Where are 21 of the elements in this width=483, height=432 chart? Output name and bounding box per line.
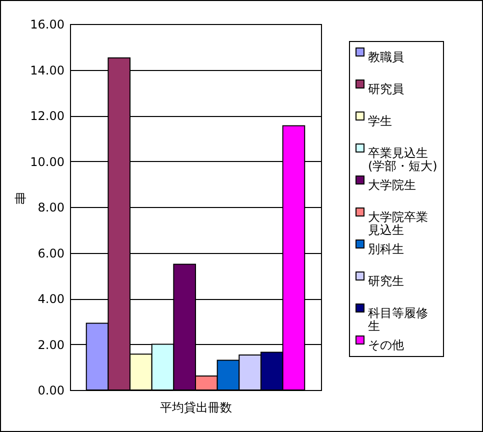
legend-label: 別科生	[368, 242, 404, 256]
y-tick-label: 4.00	[38, 292, 64, 306]
legend-label: 研究員	[368, 82, 404, 96]
y-tick-label: 2.00	[38, 338, 64, 352]
legend-label: 研究生	[368, 274, 404, 288]
y-tick-label: 10.00	[30, 154, 64, 169]
y-tick-label: 16.00	[30, 18, 64, 32]
legend-label: 学生	[368, 114, 392, 128]
legend-label: 教職員	[368, 50, 404, 64]
legend-label: 卒業見込生(学部・短大)	[368, 146, 438, 173]
y-axis-title: 冊	[14, 192, 26, 206]
y-tick-label: 8.00	[38, 200, 64, 214]
legend-label: 大学院卒業見込生	[368, 210, 428, 237]
y-tick-label: 0.00	[38, 384, 64, 398]
legend-label: その他	[368, 338, 404, 352]
legend-label: 大学院生	[368, 178, 416, 192]
y-tick-label: 12.00	[30, 109, 64, 123]
legend-label: 科目等履修生	[368, 306, 428, 333]
y-tick-label: 6.00	[38, 246, 64, 260]
y-tick-label: 14.00	[30, 63, 64, 78]
x-axis-title: 平均貸出冊数	[160, 400, 232, 414]
